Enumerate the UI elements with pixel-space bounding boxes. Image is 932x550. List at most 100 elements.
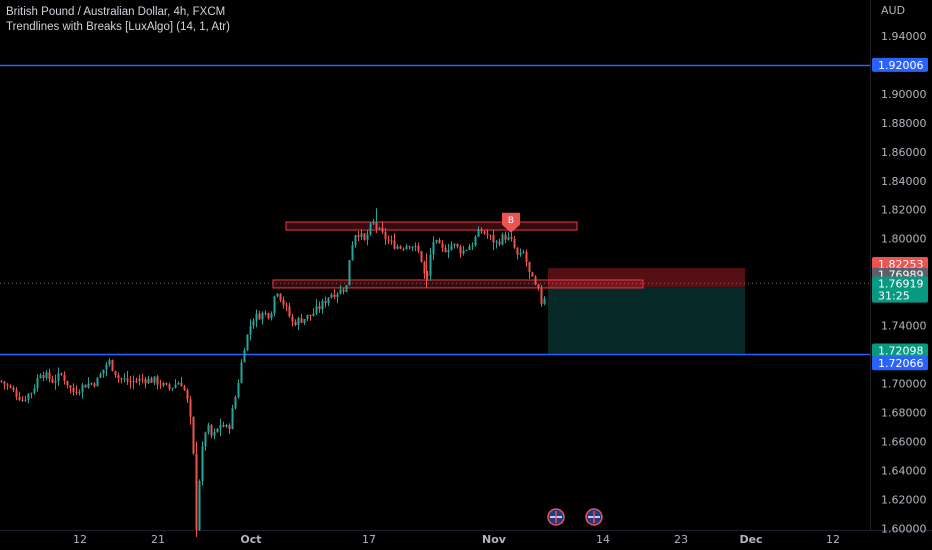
stop-loss-zone — [548, 268, 745, 288]
price-tag-label: 1.92006 — [878, 59, 924, 72]
candle-body — [294, 321, 297, 326]
candle-body — [486, 233, 489, 235]
candle-body — [210, 424, 213, 436]
candle-body — [282, 299, 285, 305]
candle-body — [243, 350, 246, 363]
candle-body — [288, 306, 291, 317]
candle-body — [453, 243, 456, 246]
candle-body — [480, 229, 483, 232]
candle-body — [96, 377, 99, 387]
candle-body — [48, 372, 51, 379]
candle-body — [309, 314, 312, 316]
candle-body — [132, 380, 135, 383]
price-tick-label: 1.64000 — [881, 464, 927, 477]
candle-body — [222, 425, 225, 427]
candle-body — [138, 378, 141, 382]
candle-body — [30, 392, 33, 394]
time-tick-label: Oct — [240, 533, 261, 546]
candle-body — [174, 384, 177, 388]
candle-countdown: 31:25 — [878, 290, 910, 303]
candle-body — [24, 399, 27, 401]
candle-body — [378, 227, 381, 229]
candle-body — [531, 272, 534, 277]
indicator-legend[interactable]: Trendlines with Breaks [LuxAlgo] (14, 1,… — [6, 21, 230, 33]
candle-body — [492, 235, 495, 243]
time-tick-label: 12 — [73, 533, 87, 546]
candle-body — [411, 246, 414, 248]
candle-body — [456, 243, 459, 247]
take-profit-zone — [548, 287, 745, 354]
candle-body — [357, 235, 360, 237]
candle-body — [63, 374, 66, 381]
candle-body — [81, 384, 84, 393]
candle-body — [504, 234, 507, 240]
candle-body — [465, 250, 468, 252]
candle-body — [273, 296, 276, 314]
candle-body — [114, 370, 117, 376]
candle-body — [60, 373, 63, 375]
candle-body — [186, 389, 189, 400]
candle-body — [429, 254, 432, 276]
time-tick-label: 14 — [596, 533, 610, 546]
candle-body — [162, 383, 165, 386]
candle-body — [537, 284, 540, 289]
symbol-title[interactable]: British Pound / Australian Dollar, 4h, F… — [6, 6, 226, 18]
price-tick-label: 1.80000 — [881, 233, 927, 246]
candle-body — [27, 393, 30, 400]
candle-body — [228, 425, 231, 430]
currency-label: AUD — [881, 4, 905, 17]
candle-body — [360, 233, 363, 237]
candle-body — [75, 391, 78, 394]
candle-body — [171, 387, 174, 389]
price-tick-label: 1.62000 — [881, 493, 927, 506]
candle-body — [303, 318, 306, 323]
candle-body — [90, 383, 93, 385]
candle-body — [87, 383, 90, 388]
candle-body — [291, 316, 294, 322]
candle-body — [102, 369, 105, 374]
candle-body — [237, 382, 240, 398]
candle-body — [21, 400, 24, 402]
candle-body — [300, 318, 303, 323]
candle-body — [255, 313, 258, 321]
candle-body — [435, 240, 438, 243]
price-tick-label: 1.74000 — [881, 320, 927, 333]
candle-body — [369, 223, 372, 235]
candle-body — [135, 380, 138, 382]
candle-body — [177, 382, 180, 385]
candle-body — [45, 372, 48, 379]
candle-body — [84, 384, 87, 388]
price-tick-label: 1.60000 — [881, 522, 927, 535]
price-tag — [872, 57, 928, 72]
candle-body — [489, 234, 492, 236]
candle-body — [336, 293, 339, 297]
candle-body — [516, 247, 519, 255]
break-marker — [502, 212, 520, 233]
candle-body — [321, 300, 324, 310]
time-tick-label: 23 — [674, 533, 688, 546]
candle-body — [39, 375, 42, 379]
time-tick-label: 12 — [826, 533, 840, 546]
candle-body — [483, 231, 486, 234]
candle-body — [0, 380, 3, 382]
time-tick-label: 17 — [362, 533, 376, 546]
candle-body — [234, 397, 237, 409]
candle-body — [78, 392, 81, 394]
candle-body — [522, 251, 525, 253]
price-tick-label: 1.94000 — [881, 30, 927, 43]
candles — [0, 208, 546, 537]
price-tick-label: 1.82000 — [881, 204, 927, 217]
candle-body — [93, 383, 96, 387]
candle-body — [270, 313, 273, 319]
AUD-flag-icon — [547, 508, 565, 526]
candle-body — [159, 384, 162, 386]
candle-body — [318, 306, 321, 310]
candle-body — [276, 293, 279, 297]
price-tag — [872, 343, 928, 358]
candle-body — [507, 237, 510, 240]
price-tick-label: 1.68000 — [881, 406, 927, 419]
candle-body — [207, 424, 210, 433]
